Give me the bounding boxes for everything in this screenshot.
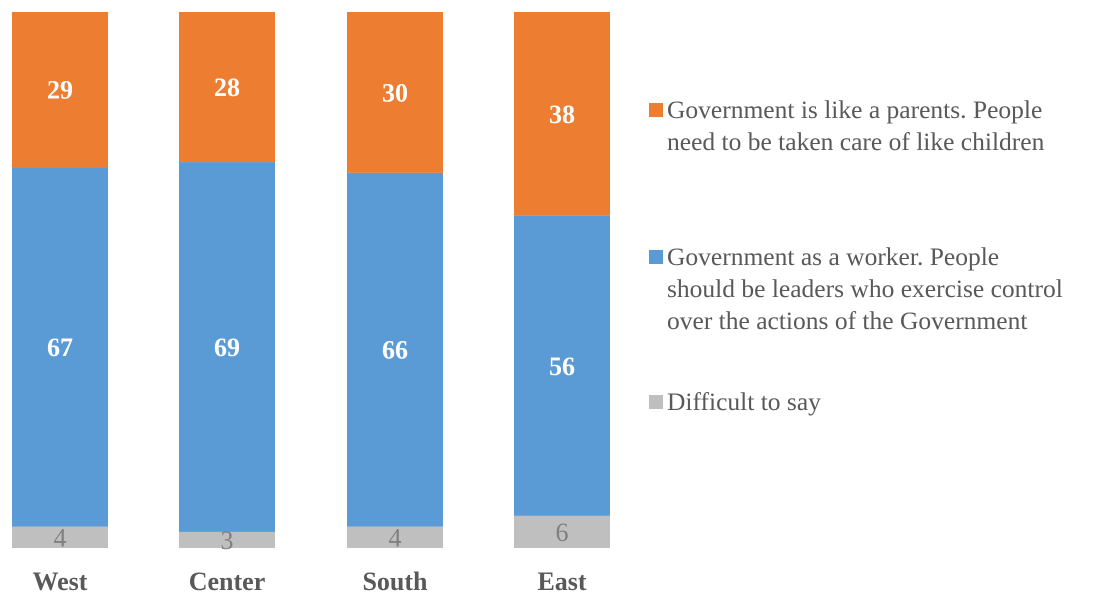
legend-item-worker: Government as a worker. People should be… bbox=[649, 241, 1119, 337]
legend-swatch-orange bbox=[649, 103, 663, 117]
bar-west-government-is-like-a-parents-p bbox=[12, 12, 108, 168]
legend-line: over the actions of the Government bbox=[667, 306, 1028, 335]
bar-center-difficult-to-say bbox=[179, 531, 275, 548]
bar-south-difficult-to-say bbox=[347, 526, 443, 548]
data-label-south-government-as-a-worker-people-: 66 bbox=[382, 336, 408, 365]
data-label-east-government-is-like-a-parents-p: 38 bbox=[549, 100, 575, 129]
legend-label-parents: Government is like a parents. People nee… bbox=[667, 94, 1044, 158]
legend-line: Difficult to say bbox=[667, 387, 821, 416]
bar-south-government-as-a-worker-people- bbox=[347, 172, 443, 527]
data-label-south-government-is-like-a-parents-p: 30 bbox=[382, 78, 408, 107]
bar-west-government-as-a-worker-people- bbox=[12, 167, 108, 527]
category-label-west: West bbox=[33, 567, 88, 596]
legend-line: Government is like a parents. People bbox=[667, 95, 1043, 124]
legend-item-difficult: Difficult to say bbox=[649, 386, 1119, 418]
bar-center-government-is-like-a-parents-p bbox=[179, 12, 275, 163]
legend-swatch-blue bbox=[649, 250, 663, 264]
data-labels-group: 4 67 29 3 69 28 4 66 30 6 56 38 bbox=[47, 73, 575, 555]
legend-line: Government as a worker. People bbox=[667, 242, 1000, 271]
category-label-center: Center bbox=[189, 567, 266, 596]
category-label-south: South bbox=[362, 567, 428, 596]
legend-item-parents: Government is like a parents. People nee… bbox=[649, 94, 1119, 158]
category-label-east: East bbox=[537, 567, 586, 596]
bar-east-government-as-a-worker-people- bbox=[514, 215, 610, 516]
data-label-west-difficult-to-say: 4 bbox=[54, 523, 67, 552]
data-label-west-government-is-like-a-parents-p: 29 bbox=[47, 76, 73, 105]
bar-center-government-as-a-worker-people- bbox=[179, 162, 275, 532]
bar-east-difficult-to-say bbox=[514, 515, 610, 548]
stacked-bar-chart: 4 67 29 3 69 28 4 66 30 6 56 38 West Center South East bbox=[12, 12, 610, 596]
bar-south-government-is-like-a-parents-p bbox=[347, 12, 443, 173]
data-label-center-difficult-to-say: 3 bbox=[221, 526, 234, 555]
bar-east-government-is-like-a-parents-p bbox=[514, 12, 610, 216]
bar-west-difficult-to-say bbox=[12, 526, 108, 548]
data-label-south-difficult-to-say: 4 bbox=[389, 523, 402, 552]
data-label-center-government-is-like-a-parents-p: 28 bbox=[214, 73, 240, 102]
data-label-center-government-as-a-worker-people-: 69 bbox=[214, 333, 240, 362]
legend-line: need to be taken care of like children bbox=[667, 127, 1045, 156]
data-label-west-government-as-a-worker-people-: 67 bbox=[47, 333, 73, 362]
data-label-east-government-as-a-worker-people-: 56 bbox=[549, 352, 575, 381]
bars-group bbox=[12, 12, 610, 548]
legend-label-worker: Government as a worker. People should be… bbox=[667, 241, 1063, 337]
legend-swatch-gray bbox=[649, 395, 663, 409]
category-labels-group: West Center South East bbox=[33, 567, 587, 596]
legend-label-difficult: Difficult to say bbox=[667, 386, 821, 418]
legend-line: should be leaders who exercise control bbox=[667, 274, 1063, 303]
data-label-east-difficult-to-say: 6 bbox=[556, 518, 569, 547]
